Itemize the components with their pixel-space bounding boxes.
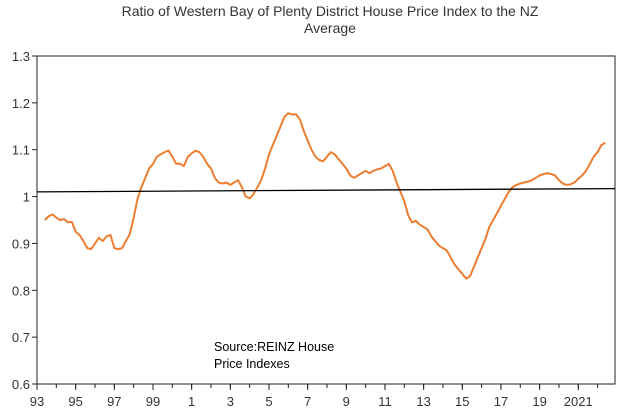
x-tick-label: 15 bbox=[455, 394, 469, 409]
x-tick-label: 99 bbox=[146, 394, 160, 409]
y-axis: 0.6 0.7 0.8 0.9 1 1.1 1.2 1.3 bbox=[12, 49, 37, 392]
x-tick-label: 1 bbox=[188, 394, 195, 409]
source-annotation-line-1: Source:REINZ House bbox=[214, 340, 334, 354]
trend-reference-line bbox=[36, 187, 616, 193]
y-tick-label: 1.2 bbox=[12, 96, 30, 111]
y-tick-label: 1.3 bbox=[12, 49, 30, 64]
y-tick-label: 0.7 bbox=[12, 330, 30, 345]
x-tick-label: 2021 bbox=[564, 394, 593, 409]
y-tick-label: 1.1 bbox=[12, 143, 30, 158]
x-tick-label: 3 bbox=[227, 394, 234, 409]
y-tick-label: 0.9 bbox=[12, 236, 30, 251]
y-tick-label: 0.8 bbox=[12, 283, 30, 298]
x-tick-label: 17 bbox=[494, 394, 508, 409]
chart-title-line-1: Ratio of Western Bay of Plenty District … bbox=[121, 3, 539, 19]
series-layer bbox=[36, 112, 616, 280]
chart-title-line-2: Average bbox=[304, 20, 356, 36]
plot-area-frame bbox=[36, 55, 616, 385]
x-tick-label: 5 bbox=[265, 394, 272, 409]
y-tick-label: 1 bbox=[23, 190, 30, 205]
x-tick-label: 7 bbox=[304, 394, 311, 409]
x-tick-label: 9 bbox=[343, 394, 350, 409]
y-tick-label: 0.6 bbox=[12, 377, 30, 392]
x-tick-label: 97 bbox=[107, 394, 121, 409]
x-tick-label: 93 bbox=[30, 394, 44, 409]
x-tick-label: 11 bbox=[378, 394, 392, 409]
x-tick-label: 95 bbox=[68, 394, 82, 409]
ratio-series-line bbox=[44, 112, 606, 280]
x-tick-label: 19 bbox=[532, 394, 546, 409]
x-tick-label: 13 bbox=[416, 394, 430, 409]
x-axis: 93 95 97 99 1 3 5 7 9 11 13 15 17 19 2021 bbox=[30, 384, 599, 409]
source-annotation-line-2: Price Indexes bbox=[214, 357, 290, 371]
